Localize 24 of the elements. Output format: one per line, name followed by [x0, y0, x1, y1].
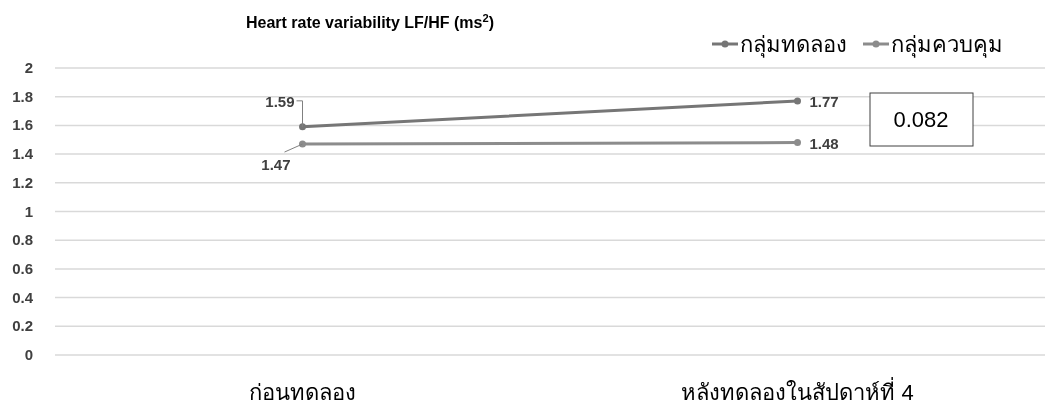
legend-label: กลุ่มทดลอง — [740, 32, 847, 58]
point — [794, 139, 801, 147]
legend-label: กลุ่มควบคุม — [891, 32, 1003, 58]
data-label: 1.48 — [809, 134, 839, 152]
y-tick-label: 0.6 — [12, 259, 33, 277]
x-tick-label: หลังทดลองในสัปดาห์ที่ 4 — [681, 377, 914, 405]
y-tick-label: 0.8 — [12, 231, 33, 249]
y-tick-label: 2 — [24, 59, 33, 76]
point — [299, 123, 306, 131]
y-tick-label: 0.4 — [12, 288, 34, 306]
y-tick-label: 1.4 — [12, 145, 34, 163]
point — [794, 97, 801, 105]
data-label: 1.47 — [261, 156, 291, 174]
annotation: 0.082 — [893, 107, 949, 132]
y-tick-label: 1.2 — [12, 173, 33, 191]
y-tick-label: 1 — [24, 202, 33, 220]
chart-title: Heart rate variability LF/HF (ms$^{2}$) — [245, 12, 495, 31]
y-tick-label: 1.8 — [12, 87, 33, 105]
y-tick-label: 0 — [24, 346, 33, 363]
y-tick-label: 0.2 — [12, 317, 33, 335]
y-tick-label: 1.6 — [12, 116, 33, 134]
x-tick-label: ก่อนทดลอง — [249, 380, 356, 405]
data-label: 1.77 — [809, 93, 839, 110]
data-label: 1.59 — [265, 92, 295, 110]
